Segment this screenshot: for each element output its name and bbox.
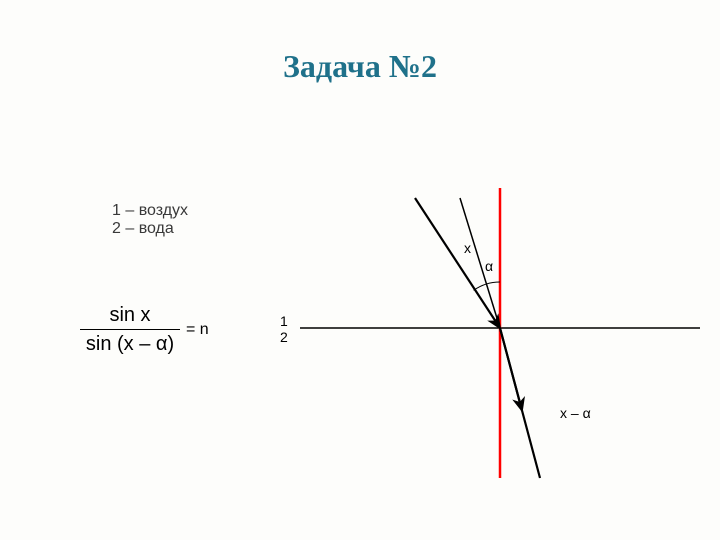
formula-numerator: sin x xyxy=(80,303,180,327)
formula-fraction-bar xyxy=(80,329,180,330)
legend-line-1: 1 – воздух xyxy=(112,202,188,220)
media-label-bottom: 2 xyxy=(280,329,288,345)
label-xma: x – α xyxy=(560,405,591,421)
label-alpha: α xyxy=(485,258,493,274)
formula-rhs: = n xyxy=(186,321,209,339)
label-x: x xyxy=(464,240,471,256)
legend-line-2: 2 – вода xyxy=(112,220,188,238)
media-label-top: 1 xyxy=(280,313,288,329)
diagram-layer: x α x – α xyxy=(300,188,700,478)
page-title: Задача №2 xyxy=(0,48,720,85)
media-labels: 1 2 xyxy=(280,313,288,345)
refraction-diagram: x α x – α xyxy=(300,178,700,498)
refracted-ray-arrow xyxy=(500,328,522,411)
diagram-svg: x α x – α xyxy=(300,178,700,498)
legend-block: 1 – воздух 2 – вода xyxy=(112,202,188,238)
formula-denominator: sin (x – α) xyxy=(80,332,180,356)
side-ray xyxy=(460,198,500,328)
snell-formula: sin x sin (x – α) xyxy=(80,303,180,356)
